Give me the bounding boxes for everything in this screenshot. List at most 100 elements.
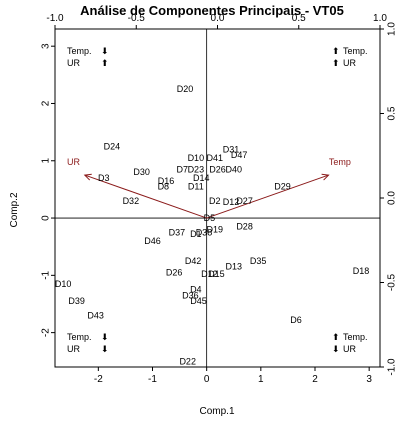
score-point-label: D35 <box>250 256 267 266</box>
score-point-label: D40 <box>225 164 242 174</box>
bottom-tick-label: -1 <box>148 374 157 385</box>
loading-vectors: Temp UR <box>67 157 351 219</box>
right-axis: -1.0 -0.5 0.0 0.5 1.0 <box>380 22 398 376</box>
top-tick-label: 0.5 <box>292 13 306 24</box>
corner-legend-bottom-left: Temp. ⬇ UR ⬇ <box>67 332 109 354</box>
score-point-label: D4 <box>190 285 202 295</box>
bottom-tick-label: -2 <box>94 374 103 385</box>
right-tick-label: -1.0 <box>387 358 398 376</box>
score-point-label: D12 <box>201 269 218 279</box>
score-point-label: D13 <box>225 262 242 272</box>
score-point-label: D38 <box>196 227 213 237</box>
arrow-down-icon: ⬇ <box>101 332 109 342</box>
corner-legend-text: Temp. <box>343 332 368 342</box>
x-axis-label: Comp.1 <box>199 406 234 417</box>
arrow-up-icon: ⬆ <box>332 46 340 56</box>
score-point-label: D11 <box>188 182 204 192</box>
score-point-label: D42 <box>185 256 202 266</box>
score-point-label: D16 <box>158 176 175 186</box>
top-tick-label: 0.0 <box>211 13 225 24</box>
score-point-label: D12 <box>223 197 240 207</box>
score-point-label: D26 <box>209 164 226 174</box>
loading-arrow-ur <box>84 174 207 219</box>
left-tick-label: 1 <box>41 158 52 164</box>
bottom-tick-label: 3 <box>366 374 372 385</box>
corner-legend-text: UR <box>343 58 356 68</box>
arrow-up-icon: ⬆ <box>101 58 109 68</box>
score-point-label: D5 <box>204 213 216 223</box>
arrow-down-icon: ⬇ <box>332 344 340 354</box>
loading-label-temp: Temp <box>329 157 351 167</box>
score-point-label: D18 <box>353 266 370 276</box>
score-point-label: D39 <box>68 296 85 306</box>
right-tick-label: 0.0 <box>387 191 398 205</box>
right-tick-label: -0.5 <box>387 273 398 291</box>
score-point-label: D20 <box>177 84 194 94</box>
arrow-up-icon: ⬆ <box>332 58 340 68</box>
corner-legend-text: Temp. <box>67 46 92 56</box>
bottom-axis: -2 -1 0 1 2 3 <box>94 367 372 385</box>
top-tick-label: -0.5 <box>128 13 146 24</box>
corner-legend-bottom-right: ⬆ Temp.⬇ UR <box>332 332 368 354</box>
left-tick-label: 3 <box>41 43 52 49</box>
score-point-label: D28 <box>236 222 253 232</box>
score-point-label: D41 <box>207 153 224 163</box>
left-tick-label: 0 <box>41 215 52 221</box>
arrow-down-icon: ⬇ <box>101 344 109 354</box>
score-point-label: D45 <box>190 296 207 306</box>
bottom-tick-label: 0 <box>204 374 210 385</box>
left-tick-label: 2 <box>41 100 52 106</box>
corner-legend-text: UR <box>67 344 80 354</box>
score-point-label: D15 <box>208 269 225 279</box>
score-point-label: D43 <box>87 310 104 320</box>
loading-arrowhead <box>321 173 330 181</box>
score-point-label: D7 <box>177 164 189 174</box>
score-point-label: D14 <box>193 173 210 183</box>
score-point-label: D10 <box>188 153 205 163</box>
chart-title: Análise de Componentes Principais - VT05 <box>80 3 344 18</box>
corner-legend-text: UR <box>67 58 80 68</box>
top-tick-label: 1.0 <box>373 13 387 24</box>
score-point-label: D29 <box>274 182 291 192</box>
score-point-label: D30 <box>133 167 150 177</box>
left-tick-label: -1 <box>41 270 52 279</box>
top-tick-label: -1.0 <box>46 13 64 24</box>
score-point-label: D3 <box>98 173 110 183</box>
score-point-label: D23 <box>188 164 205 174</box>
right-tick-label: 0.5 <box>387 106 398 120</box>
corner-legend-text: UR <box>343 344 356 354</box>
score-point-label: D26 <box>166 267 183 277</box>
corner-legend-text: Temp. <box>343 46 368 56</box>
score-point-label: D10 <box>55 279 72 289</box>
y-axis-label: Comp.2 <box>9 192 20 227</box>
score-point-label: D37 <box>169 227 186 237</box>
score-point-label: D19 <box>207 225 224 235</box>
score-point-label: D24 <box>104 141 121 151</box>
score-point-label: D27 <box>236 196 253 206</box>
arrow-down-icon: ⬇ <box>101 46 109 56</box>
score-point-label: D47 <box>231 150 248 160</box>
left-axis: -2 -1 0 1 2 3 <box>41 43 55 337</box>
score-point-label: D6 <box>290 315 302 325</box>
score-point-label: D46 <box>144 236 161 246</box>
arrow-up-icon: ⬆ <box>332 332 340 342</box>
corner-legend-text: Temp. <box>67 332 92 342</box>
loading-label-ur: UR <box>67 157 80 167</box>
bottom-tick-label: 2 <box>312 374 318 385</box>
bottom-tick-label: 1 <box>258 374 264 385</box>
left-tick-label: -2 <box>41 328 52 337</box>
score-point-label: D22 <box>179 356 196 366</box>
score-point-label: D1 <box>190 229 202 239</box>
score-point-label: D8 <box>158 182 170 192</box>
corner-legend-top-left: Temp. ⬇ UR ⬆ <box>67 46 109 68</box>
loading-arrow-temp <box>206 174 329 219</box>
score-point-label: D36 <box>182 290 199 300</box>
score-point-label: D31 <box>223 144 240 154</box>
right-tick-label: 1.0 <box>387 22 398 36</box>
score-point-label: D2 <box>209 196 221 206</box>
loading-arrowhead <box>83 173 92 181</box>
